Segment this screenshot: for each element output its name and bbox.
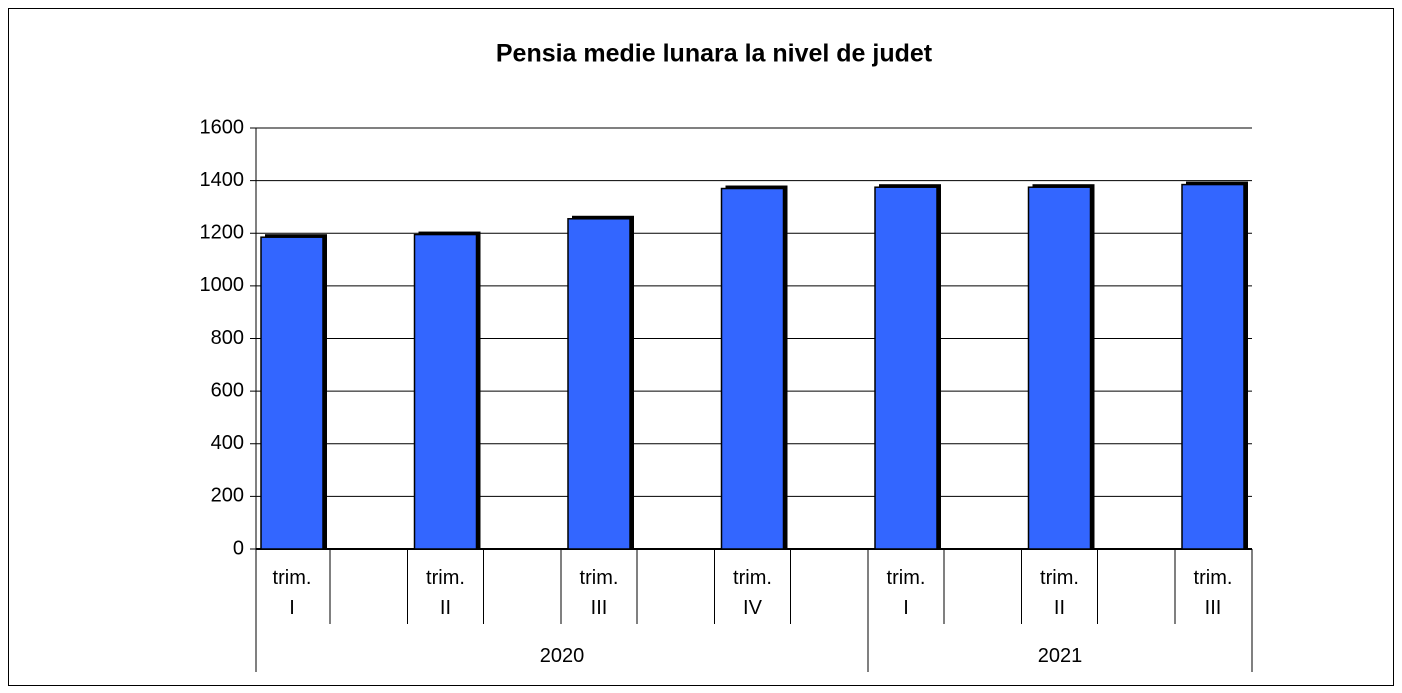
y-tick-label: 800 <box>211 327 244 349</box>
chart-title: Pensia medie lunara la nivel de judet <box>496 40 933 68</box>
y-tick-label: 200 <box>211 485 244 507</box>
bar <box>567 218 631 550</box>
x-tick-label: trim. III <box>1193 567 1233 619</box>
x-tick-label: trim. III <box>579 567 619 619</box>
x-group-label: 2020 <box>539 645 585 667</box>
chart-frame <box>8 8 1394 686</box>
y-tick-label: 1600 <box>200 116 245 138</box>
y-tick-label: 0 <box>233 537 244 559</box>
bar <box>413 233 478 550</box>
bar <box>1027 186 1092 550</box>
y-tick-label: 600 <box>211 379 244 401</box>
x-tick-label: trim. II <box>1040 567 1079 619</box>
y-tick-label: 400 <box>211 432 244 454</box>
y-tick-label: 1200 <box>200 222 245 244</box>
x-tick-label: trim. I <box>886 567 926 619</box>
x-tick-label: trim. IV <box>733 567 772 619</box>
y-tick-label: 1000 <box>200 274 245 296</box>
bar <box>874 186 938 550</box>
bar <box>1181 183 1245 550</box>
x-tick-label: trim. II <box>426 567 465 619</box>
bar <box>260 236 324 550</box>
x-tick-label: trim. I <box>272 567 312 619</box>
y-tick-label: 1400 <box>200 169 245 191</box>
bar <box>720 187 785 550</box>
x-group-label: 2021 <box>1037 645 1083 667</box>
